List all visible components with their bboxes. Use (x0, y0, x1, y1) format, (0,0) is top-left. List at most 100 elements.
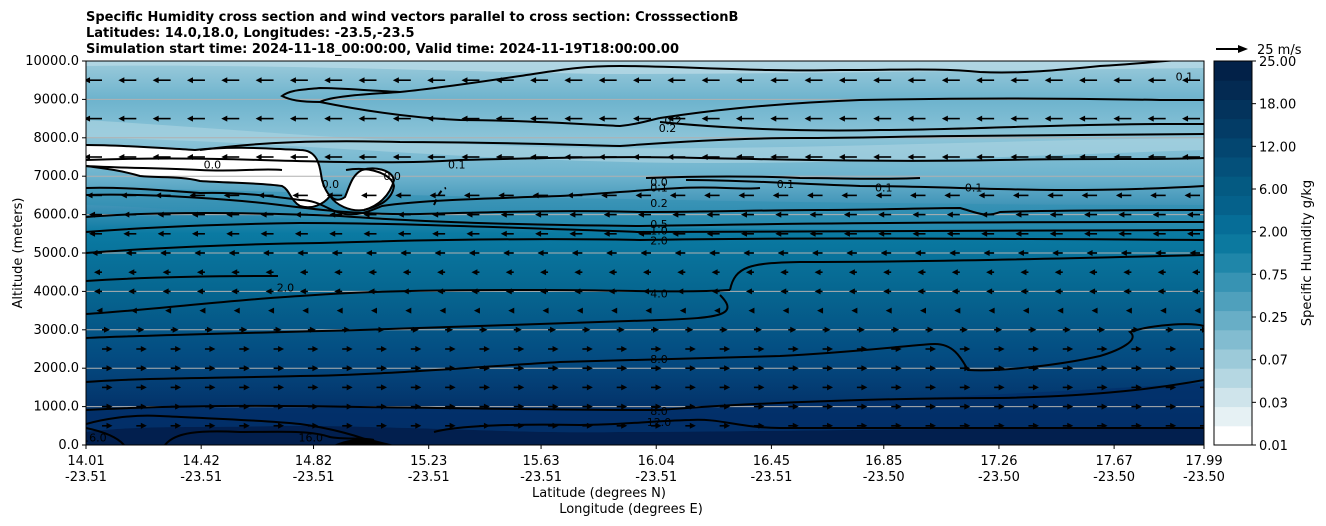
wind-vector (1097, 365, 1108, 372)
humidity-band-upper (86, 120, 1204, 163)
wind-vector (616, 346, 628, 352)
y-tick-label: 9000.0 (34, 92, 80, 107)
wind-vector (611, 307, 618, 314)
wind-vector (239, 403, 250, 410)
wind-vector (294, 211, 308, 218)
x-tick-lon-label: -23.51 (750, 470, 792, 485)
colorbar-tick-label: 0.75 (1259, 268, 1288, 283)
y-tick-label: 5000.0 (34, 246, 80, 261)
wind-vector (196, 269, 205, 276)
contour-4-b (86, 288, 731, 315)
wind-vector (427, 77, 446, 84)
contour-label: 0.0 (650, 176, 668, 189)
wind-vector (1089, 269, 1098, 276)
wind-vector (500, 211, 514, 218)
wind-vector (157, 230, 171, 237)
wind-vector (258, 192, 274, 199)
wind-vector (307, 403, 319, 410)
wind-vector (1015, 230, 1029, 237)
wind-vector (400, 250, 411, 256)
wind-vector (822, 422, 834, 429)
wind-vector (548, 346, 559, 352)
wind-vector (324, 77, 343, 84)
wind-vector (925, 403, 936, 410)
wind-vector (479, 326, 488, 333)
wind-vector (1155, 250, 1166, 256)
wind-vector (128, 269, 137, 276)
wind-vector (1081, 192, 1098, 199)
wind-vector (740, 211, 754, 218)
wind-vector (582, 422, 593, 429)
contour-01-a (86, 186, 761, 216)
wind-vector (706, 230, 720, 237)
wind-vector (685, 365, 696, 372)
wind-vector (1184, 192, 1200, 199)
wind-vector (376, 422, 387, 429)
wind-vector (880, 250, 892, 256)
wind-vector (782, 307, 789, 314)
wind-vector (186, 154, 205, 160)
wind-vector (1097, 403, 1108, 410)
contour-label: 0.5 (650, 218, 668, 231)
wind-vector (1062, 365, 1074, 372)
wind-vector (598, 115, 617, 122)
wind-vector (445, 346, 456, 352)
wind-vector (307, 326, 316, 333)
contour-label: 0.1 (650, 182, 668, 195)
wind-vector (1187, 230, 1200, 237)
wind-vector (461, 77, 480, 84)
wind-vector (1165, 422, 1177, 429)
wind-vector (598, 77, 617, 84)
wind-vector (1054, 269, 1063, 276)
colorbar-segment (1214, 233, 1252, 254)
wind-vector (616, 365, 628, 372)
wind-vector (1086, 250, 1098, 256)
wind-vector (946, 230, 960, 237)
wind-vector (875, 192, 892, 199)
wind-vector (273, 365, 285, 372)
contour-02-upper (199, 133, 1204, 151)
wind-vector (951, 269, 960, 276)
wind-vector (569, 230, 583, 237)
contour-12 (86, 414, 1204, 445)
wind-vector (822, 365, 834, 372)
wind-vector (307, 346, 319, 352)
colorbar-segment (1214, 214, 1252, 235)
wind-vector (86, 192, 102, 199)
wind-vector (186, 77, 205, 84)
wind-vector (136, 422, 147, 429)
wind-vector (1115, 192, 1132, 199)
wind-vector (709, 250, 720, 256)
wind-vector (788, 384, 799, 391)
wind-vector (685, 422, 696, 429)
wind-vector (239, 384, 250, 391)
wind-vector (445, 326, 454, 333)
wind-vector (672, 230, 686, 237)
wind-vector (616, 384, 628, 391)
wind-vector (651, 346, 662, 352)
wind-vector (994, 422, 1005, 429)
wind-vector (228, 250, 240, 256)
y-tick-label: 3000.0 (34, 323, 80, 338)
wind-vector (1010, 115, 1029, 122)
wind-vector (376, 346, 387, 352)
wind-vector (988, 307, 995, 314)
wind-vector (822, 326, 831, 333)
wind-vector (410, 365, 422, 372)
wind-vector (677, 288, 686, 295)
wind-vector (917, 269, 926, 276)
chart-title-line-1: Specific Humidity cross section and wind… (86, 10, 738, 25)
wind-vector (986, 288, 995, 295)
wind-vector (976, 154, 995, 160)
wind-vector (505, 269, 514, 276)
wind-vector (86, 77, 102, 84)
wind-vector (941, 77, 960, 84)
wind-vector (667, 115, 686, 122)
wind-key-label: 25 m/s (1257, 43, 1302, 58)
wind-vector (1131, 422, 1142, 429)
wind-vector (334, 288, 343, 295)
wind-vector (986, 269, 995, 276)
wind-vector (439, 307, 446, 314)
wind-vector (753, 422, 765, 429)
contour-4-c (729, 254, 1204, 291)
